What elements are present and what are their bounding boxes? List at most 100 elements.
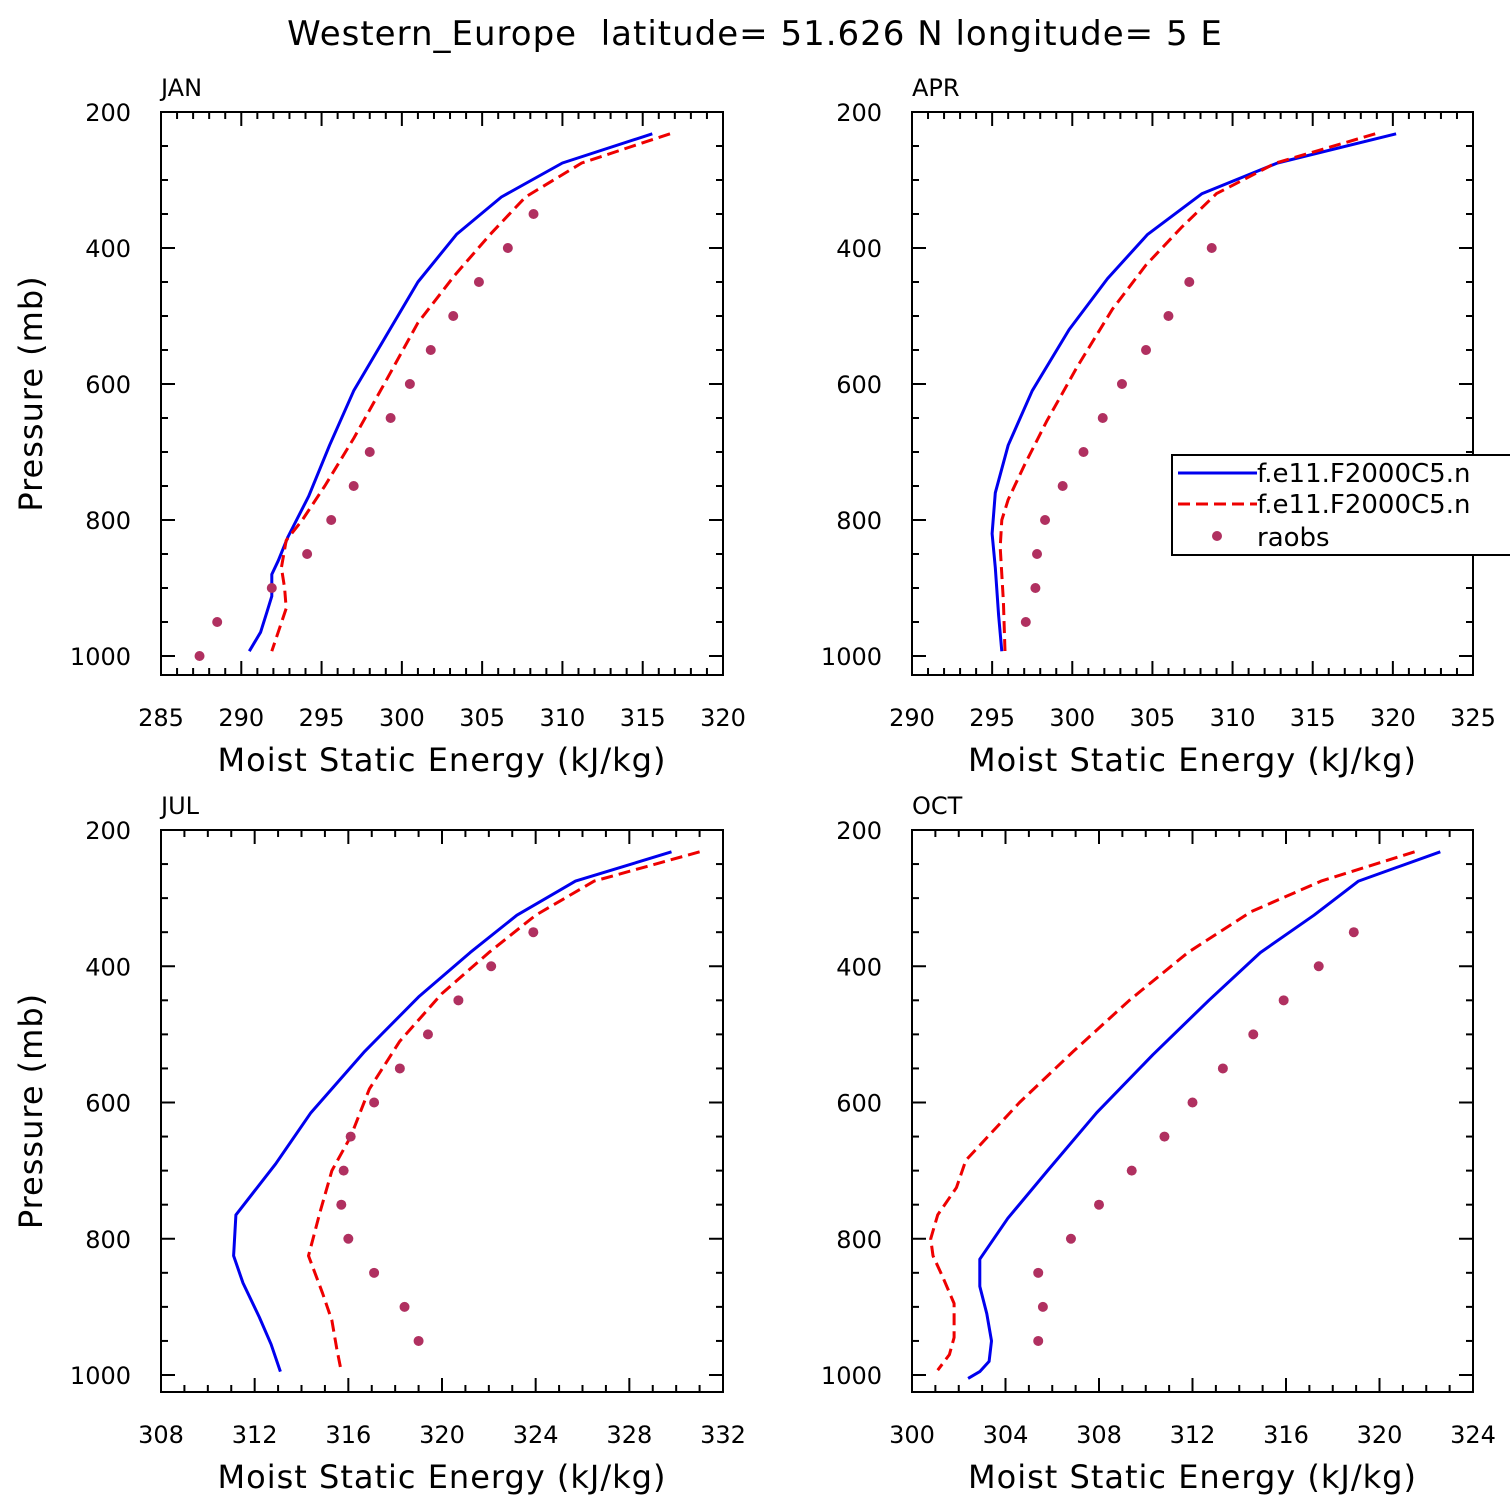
raobs-point xyxy=(1187,1097,1198,1108)
y-tick-label: 800 xyxy=(85,507,131,535)
raobs-point xyxy=(364,447,375,457)
y-tick-label: 1000 xyxy=(70,1362,131,1390)
x-tick-label: 320 xyxy=(700,704,746,732)
raobs-point xyxy=(1116,379,1127,389)
series-line-dashed xyxy=(929,850,1416,1372)
raobs-point xyxy=(212,617,223,627)
x-tick-label: 320 xyxy=(419,1421,465,1449)
x-tick-label: 300 xyxy=(1049,704,1095,732)
x-axis-label: Moist Static Energy (kJ/kg) xyxy=(968,741,1417,779)
raobs-point xyxy=(1094,1199,1104,1210)
raobs-point xyxy=(1348,927,1359,938)
x-axis-label: Moist Static Energy (kJ/kg) xyxy=(968,1458,1417,1496)
legend-label-model-a: f.e11.F2000C5.n xyxy=(1257,459,1470,489)
raobs-point xyxy=(1037,1301,1048,1312)
raobs-point xyxy=(1126,1165,1137,1176)
plot-frame xyxy=(160,111,724,676)
x-tick-label: 308 xyxy=(138,1421,184,1449)
raobs-point xyxy=(345,1131,356,1142)
legend-swatch-dot xyxy=(1212,531,1222,541)
x-tick-label: 320 xyxy=(1357,1421,1403,1449)
x-tick-label: 332 xyxy=(700,1421,746,1449)
raobs-point xyxy=(1030,583,1041,593)
x-tick-label: 325 xyxy=(1450,704,1496,732)
legend-label-raobs: raobs xyxy=(1257,523,1330,553)
raobs-point xyxy=(1206,243,1217,253)
x-tick-label: 316 xyxy=(1263,1421,1309,1449)
x-tick-label: 300 xyxy=(889,1421,935,1449)
x-tick-label: 312 xyxy=(1170,1421,1216,1449)
x-tick-label: 300 xyxy=(379,704,425,732)
x-tick-label: 305 xyxy=(1130,704,1176,732)
raobs-point xyxy=(1141,345,1152,355)
x-tick-label: 315 xyxy=(1290,704,1336,732)
raobs-point xyxy=(326,515,337,525)
y-tick-label: 600 xyxy=(836,1090,882,1118)
raobs-point xyxy=(1078,447,1089,457)
raobs-point xyxy=(266,583,277,593)
panel-jan: JAN 285 290 295 300 305 310 315 320 200 400 600 800 1… xyxy=(12,74,746,779)
y-axis-label: Pressure (mb) xyxy=(12,275,50,511)
y-tick-label: 1000 xyxy=(70,643,131,671)
raobs-point xyxy=(348,481,359,491)
y-tick-label: 800 xyxy=(85,1226,131,1254)
panel-apr: APR 290 295 300 305 310 315 320 325 200 400 600 800 1… xyxy=(821,74,1496,779)
raobs-point xyxy=(369,1267,380,1278)
raobs-point xyxy=(1020,617,1031,627)
plot-frame xyxy=(911,111,1474,676)
x-tick-label: 316 xyxy=(325,1421,371,1449)
series-line-solid xyxy=(232,850,672,1373)
x-tick-label: 310 xyxy=(1210,704,1256,732)
raobs-point xyxy=(399,1301,410,1312)
y-tick-label: 600 xyxy=(836,371,882,399)
raobs-point xyxy=(404,379,415,389)
raobs-point xyxy=(302,549,313,559)
figure-title: Western_Europe latitude= 51.626 N longit… xyxy=(287,14,1223,54)
x-tick-label: 295 xyxy=(969,704,1015,732)
panel-oct: OCT 300 304 308 312 316 320 324 200 400 600 800 1000… xyxy=(821,792,1496,1496)
raobs-point xyxy=(369,1097,380,1108)
series-line-solid xyxy=(990,132,1397,652)
raobs-point xyxy=(486,961,497,972)
raobs-point xyxy=(1278,995,1289,1006)
raobs-point xyxy=(1159,1131,1170,1142)
raobs-point xyxy=(394,1063,405,1074)
x-tick-label: 328 xyxy=(606,1421,652,1449)
y-tick-label: 800 xyxy=(836,507,882,535)
series-line-solid xyxy=(248,132,653,652)
y-tick-label: 1000 xyxy=(821,643,882,671)
raobs-point xyxy=(422,1029,433,1040)
y-tick-label: 800 xyxy=(836,1226,882,1254)
x-tick-label: 320 xyxy=(1370,704,1416,732)
raobs-point xyxy=(453,995,464,1006)
panel-title: JUL xyxy=(159,792,200,820)
panel-jul: JUL 308 312 316 320 324 328 332 200 400 600 800 1000… xyxy=(12,792,746,1496)
series-line-dashed xyxy=(998,132,1376,652)
x-axis-label: Moist Static Energy (kJ/kg) xyxy=(218,1458,667,1496)
raobs-point xyxy=(473,277,484,287)
x-tick-label: 312 xyxy=(232,1421,278,1449)
series-line-solid xyxy=(967,850,1441,1380)
x-tick-label: 308 xyxy=(1076,1421,1122,1449)
x-axis-label: Moist Static Energy (kJ/kg) xyxy=(218,741,667,779)
y-tick-label: 400 xyxy=(836,235,882,263)
raobs-point xyxy=(385,413,396,423)
y-tick-label: 200 xyxy=(85,817,131,845)
raobs-point xyxy=(528,927,539,938)
raobs-point xyxy=(1040,515,1051,525)
x-tick-label: 285 xyxy=(138,704,184,732)
y-tick-label: 600 xyxy=(85,1090,131,1118)
x-tick-label: 295 xyxy=(299,704,345,732)
x-tick-label: 324 xyxy=(1450,1421,1496,1449)
y-tick-label: 200 xyxy=(836,99,882,127)
raobs-point xyxy=(338,1165,349,1176)
x-tick-label: 305 xyxy=(459,704,505,732)
raobs-point xyxy=(413,1335,424,1346)
x-tick-label: 290 xyxy=(218,704,264,732)
x-tick-label: 290 xyxy=(889,704,935,732)
raobs-point xyxy=(502,243,513,253)
y-tick-label: 400 xyxy=(836,953,882,981)
panel-title: OCT xyxy=(912,792,963,820)
